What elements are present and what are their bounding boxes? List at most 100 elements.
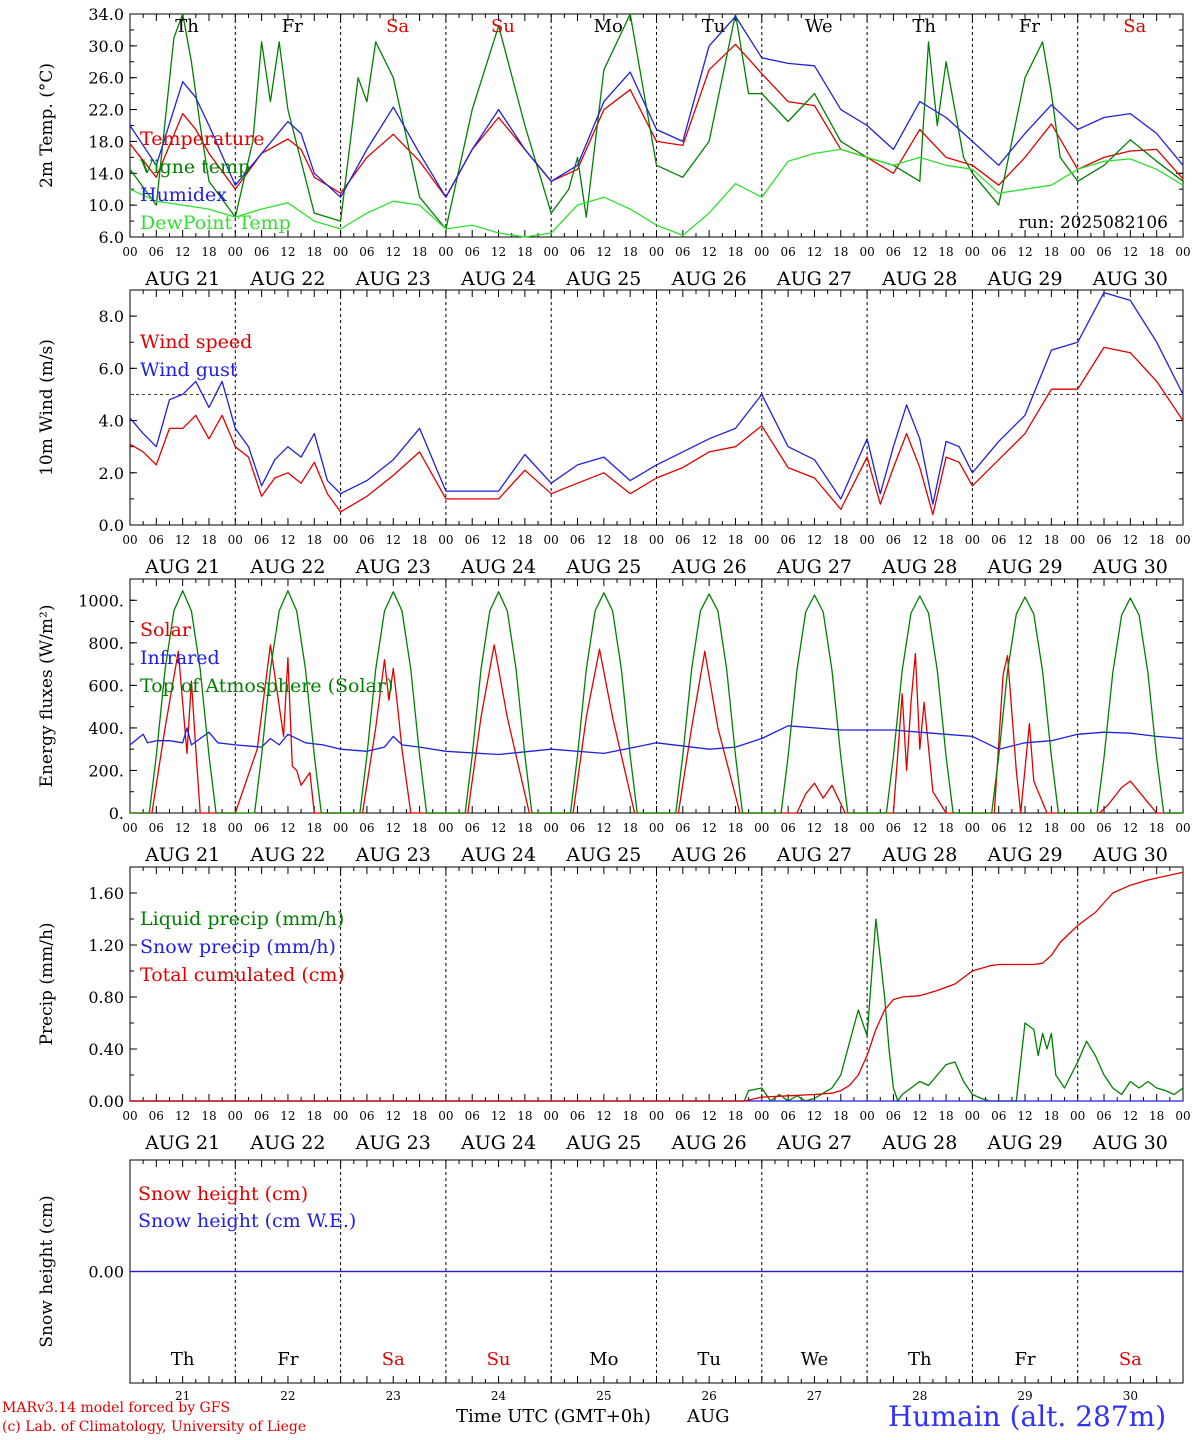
date-label: AUG 26 [671, 1132, 747, 1154]
hour-label: 00 [754, 533, 769, 547]
hour-label: 00 [122, 1109, 137, 1123]
hour-label: 18 [201, 533, 216, 547]
hour-label: 00 [859, 821, 874, 835]
date-label: AUG 22 [249, 1132, 325, 1154]
date-label: AUG 23 [355, 556, 431, 578]
date-label: AUG 27 [776, 556, 852, 578]
date-label: AUG 28 [881, 1132, 957, 1154]
hour-label: 12 [175, 533, 190, 547]
hour-label: 12 [175, 1109, 190, 1123]
hour-label: 00 [1070, 245, 1085, 259]
weekday-label: Mo [589, 1349, 618, 1370]
hour-label: 12 [1017, 1109, 1032, 1123]
hour-label: 18 [307, 245, 322, 259]
hour-label: 06 [1096, 1109, 1111, 1123]
hour-label: 12 [596, 533, 611, 547]
legend-entry: Wind gust [140, 359, 238, 381]
hour-label: 06 [570, 1109, 585, 1123]
hour-label: 06 [570, 821, 585, 835]
y-tick-label: 6.0 [99, 228, 124, 247]
series-humidex [129, 15, 1184, 198]
weekday-label: Fr [277, 1349, 298, 1370]
hour-label: 18 [412, 821, 427, 835]
hour-label: 06 [465, 821, 480, 835]
hour-label: 18 [517, 533, 532, 547]
hour-label: 12 [912, 1109, 927, 1123]
weekday-label: Tu [697, 1349, 721, 1370]
date-label: AUG 25 [565, 1132, 641, 1154]
day-number-label: 25 [596, 1389, 611, 1403]
hour-label: 18 [1149, 1109, 1164, 1123]
hour-label: 12 [491, 533, 506, 547]
day-number-label: 26 [702, 1389, 717, 1403]
panel-energy: 0. 200. 400. 600. 800. 1000. Energy fluxes (W/… [37, 578, 1191, 866]
hour-label: 00 [649, 245, 664, 259]
hour-label: 00 [1070, 533, 1085, 547]
legend-entry: Wind speed [140, 331, 252, 353]
date-label: AUG 24 [460, 1132, 536, 1154]
hour-label: 06 [675, 245, 690, 259]
hour-label: 06 [1096, 245, 1111, 259]
hour-label: 06 [254, 245, 269, 259]
legend-entry: Infrared [140, 647, 220, 669]
hour-label: 12 [280, 821, 295, 835]
legend-entry: Total cumulated (cm) [140, 964, 345, 986]
hour-label: 00 [544, 245, 559, 259]
day-number-label: 22 [280, 1389, 295, 1403]
day-number-label: 27 [807, 1389, 822, 1403]
date-label: AUG 22 [249, 844, 325, 866]
hour-label: 00 [438, 533, 453, 547]
date-label: AUG 28 [881, 556, 957, 578]
hour-label: 18 [517, 821, 532, 835]
hour-label: 18 [938, 1109, 953, 1123]
panel-wind: 0.0 2.0 4.0 6.0 8.0 10m Wind (m/s) Wind speed W… [37, 289, 1191, 578]
hour-label: 18 [833, 1109, 848, 1123]
weekday-label: Th [912, 16, 936, 37]
hour-label: 00 [1070, 821, 1085, 835]
series-liquid-precip-mm-h- [130, 918, 1184, 1102]
y-tick-label: 6.0 [99, 359, 124, 378]
hour-label: 12 [596, 245, 611, 259]
hour-label: 18 [938, 533, 953, 547]
date-label: AUG 21 [144, 268, 220, 290]
hour-label: 18 [938, 821, 953, 835]
hour-label: 18 [201, 821, 216, 835]
hour-label: 12 [912, 533, 927, 547]
hour-label: 12 [1017, 821, 1032, 835]
y-axis-label: 2m Temp. (°C) [37, 63, 57, 188]
run-annotation: run: 2025082106 [1019, 213, 1168, 233]
hour-label: 18 [833, 245, 848, 259]
date-label: AUG 24 [460, 268, 536, 290]
hour-label: 06 [886, 821, 901, 835]
hour-label: 18 [623, 821, 638, 835]
hour-label: 06 [465, 1109, 480, 1123]
hour-label: 12 [807, 1109, 822, 1123]
hour-label: 18 [1149, 821, 1164, 835]
date-label: AUG 27 [776, 1132, 852, 1154]
hour-label: 06 [359, 245, 374, 259]
day-number-label: 23 [386, 1389, 401, 1403]
hour-label: 12 [596, 821, 611, 835]
hour-label: 18 [412, 533, 427, 547]
hour-label: 00 [122, 245, 137, 259]
series-dewpoint-temp [129, 148, 1184, 238]
legend-entry: Snow precip (mm/h) [140, 936, 336, 958]
date-label: AUG 27 [776, 268, 852, 290]
panel-snow: 0.00 Snow height (cm) Snow height (cm) Snow… [37, 1159, 1184, 1403]
y-tick-label: 200. [88, 761, 124, 780]
hour-label: 18 [1044, 245, 1059, 259]
date-label: AUG 29 [986, 556, 1062, 578]
hour-label: 12 [386, 245, 401, 259]
series-wind-gust [129, 291, 1184, 505]
series-vigne-temp [129, 13, 1184, 230]
panel-temperature: 6.0 10.0 14.0 18.0 22.0 26.0 30.0 34.0 2m Temp. … [37, 5, 1191, 290]
legend-entry: Vigne temp [139, 156, 250, 178]
hour-label: 06 [675, 821, 690, 835]
site-name: Humain (alt. 287m) [888, 1400, 1167, 1433]
hour-label: 00 [649, 1109, 664, 1123]
y-tick-label: 4.0 [99, 412, 124, 431]
hour-label: 00 [1175, 245, 1190, 259]
hour-label: 00 [544, 1109, 559, 1123]
hour-label: 12 [912, 821, 927, 835]
y-tick-label: 1.60 [88, 884, 124, 903]
